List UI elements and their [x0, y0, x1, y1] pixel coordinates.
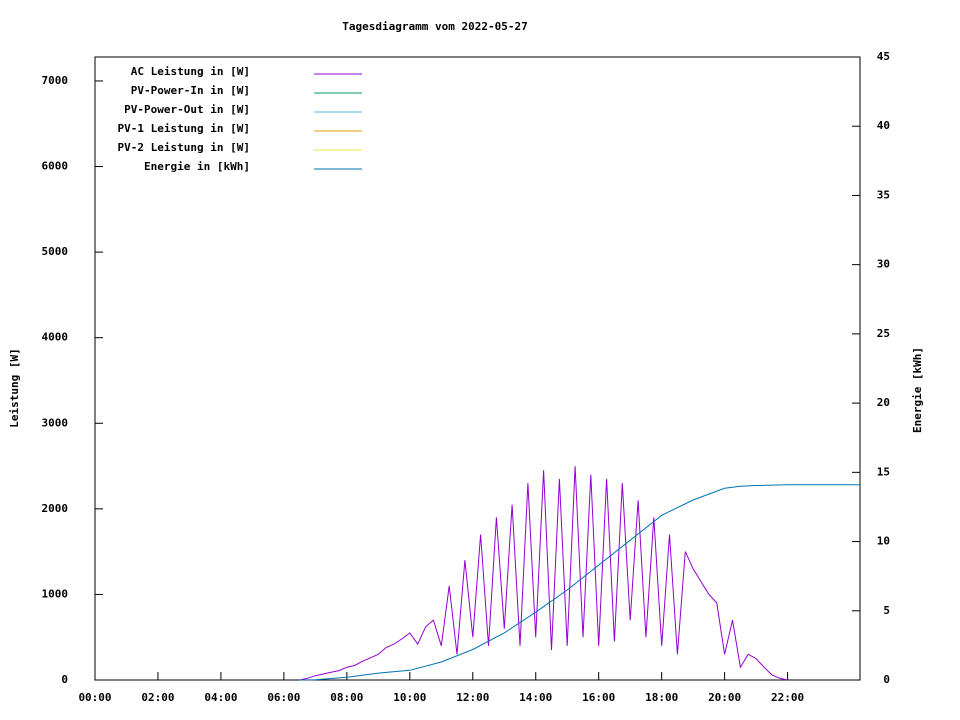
y2-axis-label: Energie [kWh]: [911, 347, 924, 433]
legend-label: PV-1 Leistung in [W]: [118, 122, 250, 135]
y-tick-label: 3000: [42, 416, 69, 429]
y-tick-label: 7000: [42, 74, 69, 87]
x-tick-label: 02:00: [141, 691, 174, 704]
chart-title: Tagesdiagramm vom 2022-05-27: [342, 20, 527, 33]
x-tick-label: 08:00: [330, 691, 363, 704]
y-tick-label: 1000: [42, 587, 69, 600]
x-tick-label: 00:00: [78, 691, 111, 704]
x-tick-label: 06:00: [267, 691, 300, 704]
y2-tick-label: 5: [883, 604, 890, 617]
y2-tick-label: 10: [877, 535, 890, 548]
y2-tick-label: 25: [877, 327, 890, 340]
x-tick-label: 14:00: [519, 691, 552, 704]
legend-label: PV-2 Leistung in [W]: [118, 141, 250, 154]
x-tick-label: 20:00: [708, 691, 741, 704]
y-axis-label: Leistung [W]: [8, 348, 21, 427]
x-tick-label: 04:00: [204, 691, 237, 704]
y-tick-label: 2000: [42, 502, 69, 515]
y2-tick-label: 30: [877, 258, 890, 271]
x-tick-label: 16:00: [582, 691, 615, 704]
y2-tick-label: 40: [877, 119, 890, 132]
y-tick-label: 5000: [42, 245, 69, 258]
y-tick-label: 6000: [42, 160, 69, 173]
y2-tick-label: 15: [877, 465, 890, 478]
x-tick-label: 12:00: [456, 691, 489, 704]
legend-label: PV-Power-In in [W]: [131, 84, 250, 97]
series-line: [299, 484, 860, 681]
x-tick-label: 22:00: [771, 691, 804, 704]
plot-frame: [94, 56, 861, 681]
x-tick-label: 10:00: [393, 691, 426, 704]
y-tick-label: 4000: [42, 331, 69, 344]
y2-tick-label: 45: [877, 50, 890, 63]
legend-label: PV-Power-Out in [W]: [124, 103, 250, 116]
x-tick-label: 18:00: [645, 691, 678, 704]
series-line: [299, 466, 788, 681]
y2-tick-label: 20: [877, 396, 890, 409]
y-tick-label: 0: [61, 673, 68, 686]
legend-label: Energie in [kWh]: [144, 160, 250, 173]
y2-tick-label: 35: [877, 188, 890, 201]
legend-label: AC Leistung in [W]: [131, 65, 250, 78]
y2-tick-label: 0: [883, 673, 890, 686]
